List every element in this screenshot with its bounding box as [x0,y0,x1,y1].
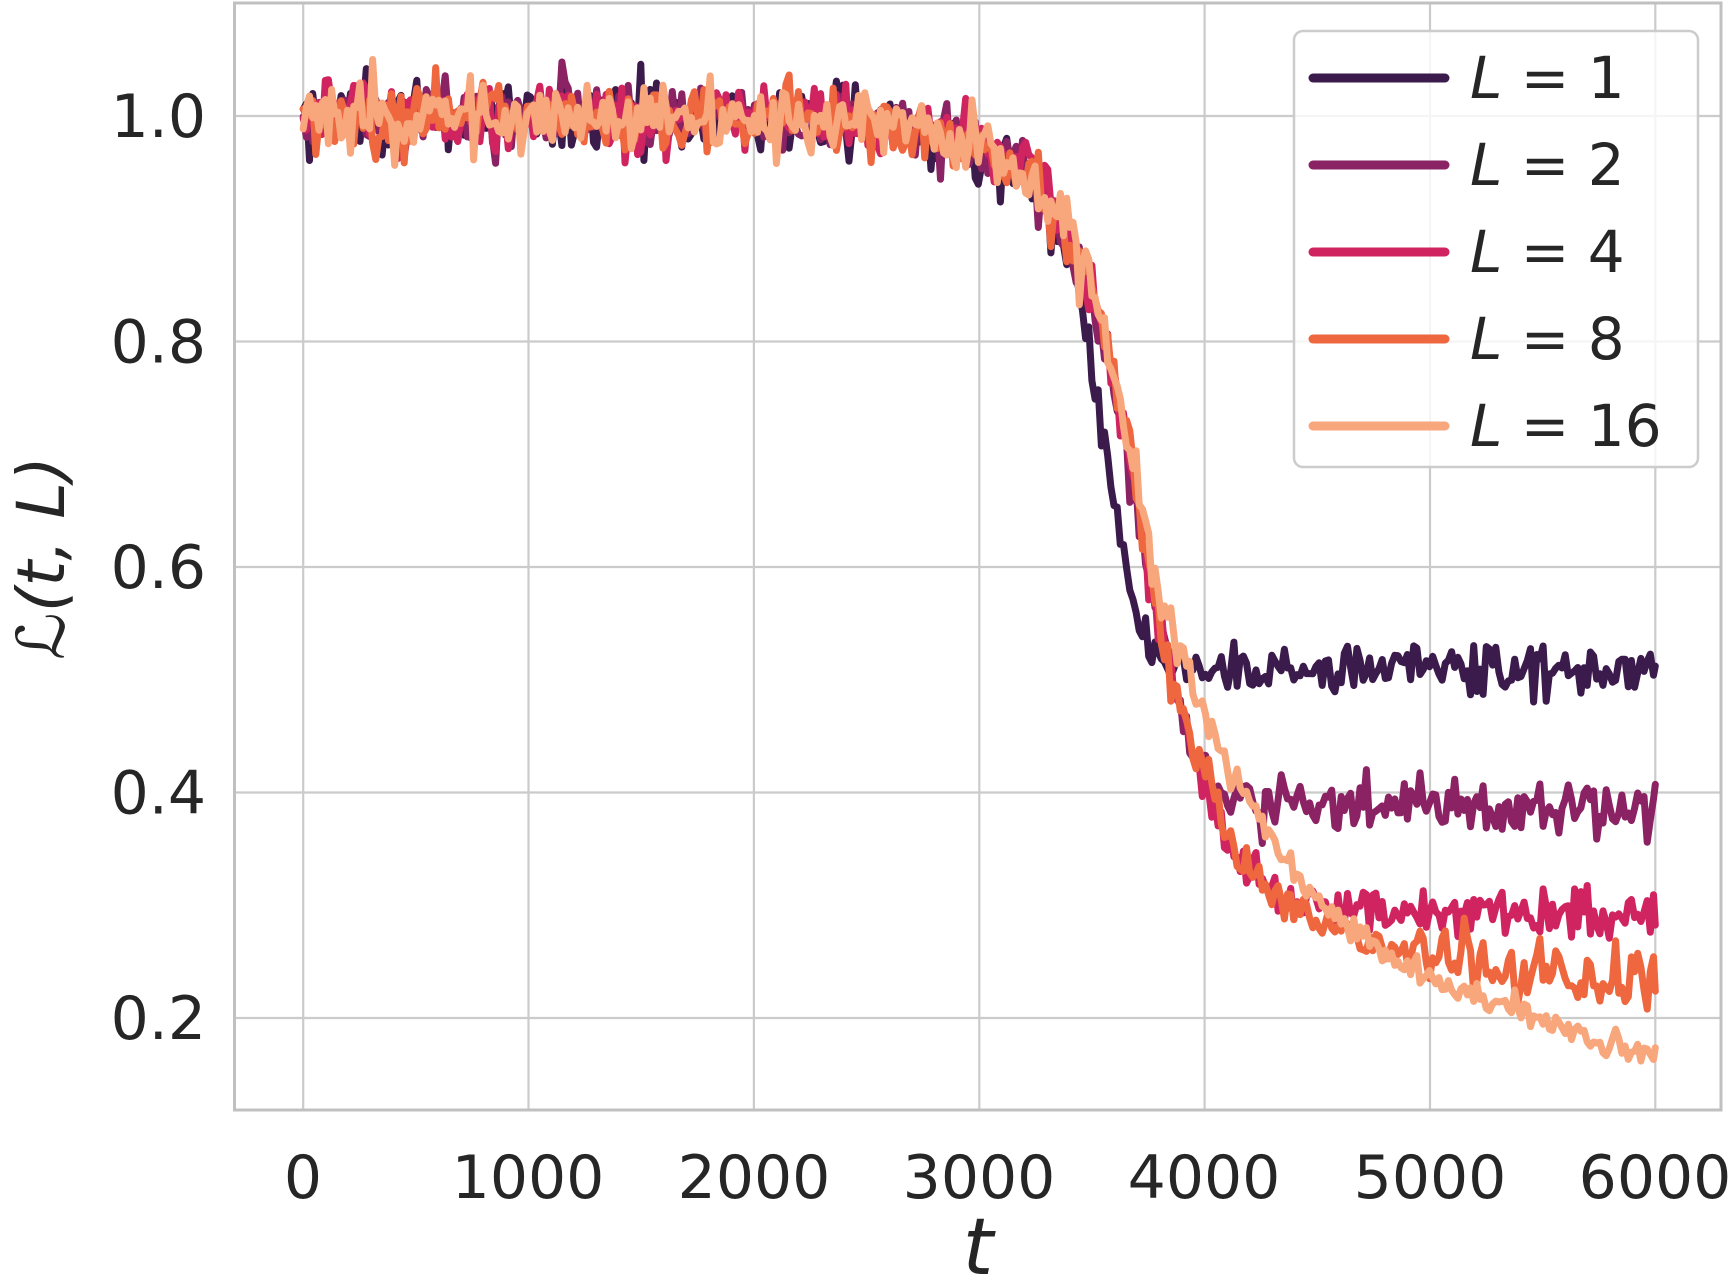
x-axis-label: t [963,1203,996,1284]
series-line-L1 [299,60,1659,706]
legend: L = 1 L = 2 L = 4 L = 8 L = 16 [1292,29,1700,469]
legend-box [1292,29,1700,469]
x-tick-label-4000: 4000 [1128,1143,1281,1213]
y-axis-tick-labels: 1.0 0.8 0.6 0.4 0.2 [111,82,206,1054]
legend-label-L8-var: L [1470,305,1502,373]
legend-label-L16-val: = 16 [1502,392,1661,460]
x-tick-label-0: 0 [284,1143,322,1213]
legend-label-L2-val: = 2 [1502,131,1624,199]
legend-label-L2-var: L [1470,131,1502,199]
series-lines [299,56,1659,1065]
legend-label-L8: L = 8 [1470,305,1625,373]
x-tick-label-1000: 1000 [452,1143,605,1213]
y-tick-label-0.8: 0.8 [111,308,206,378]
legend-label-L2: L = 2 [1470,131,1625,199]
y-tick-label-1.0: 1.0 [111,82,206,152]
y-tick-label-0.4: 0.4 [111,759,206,829]
legend-label-L16-var: L [1470,392,1502,460]
x-tick-label-2000: 2000 [678,1143,831,1213]
y-axis-label: ℒ(t, L) [3,456,80,660]
legend-label-L1-val: = 1 [1502,44,1624,112]
y-axis-label-args: (t, L) [3,456,80,612]
x-tick-label-5000: 5000 [1354,1143,1507,1213]
y-tick-label-0.6: 0.6 [111,533,206,603]
x-tick-label-6000: 6000 [1579,1143,1728,1213]
legend-label-L1-var: L [1470,44,1502,112]
plot-border [233,1,1723,1112]
y-axis-label-script-L: ℒ [3,612,80,660]
legend-label-L16: L = 16 [1470,392,1662,460]
x-axis-tick-labels: 0 1000 2000 3000 4000 5000 6000 [284,1143,1728,1213]
legend-label-L1: L = 1 [1470,44,1625,112]
legend-label-L4-val: = 4 [1502,218,1624,286]
y-tick-label-0.2: 0.2 [111,984,206,1054]
legend-label-L4-var: L [1470,218,1502,286]
legend-label-L4: L = 4 [1470,218,1625,286]
x-tick-label-3000: 3000 [903,1143,1056,1213]
legend-label-L8-val: = 8 [1502,305,1624,373]
series-line-L16 [299,56,1659,1065]
